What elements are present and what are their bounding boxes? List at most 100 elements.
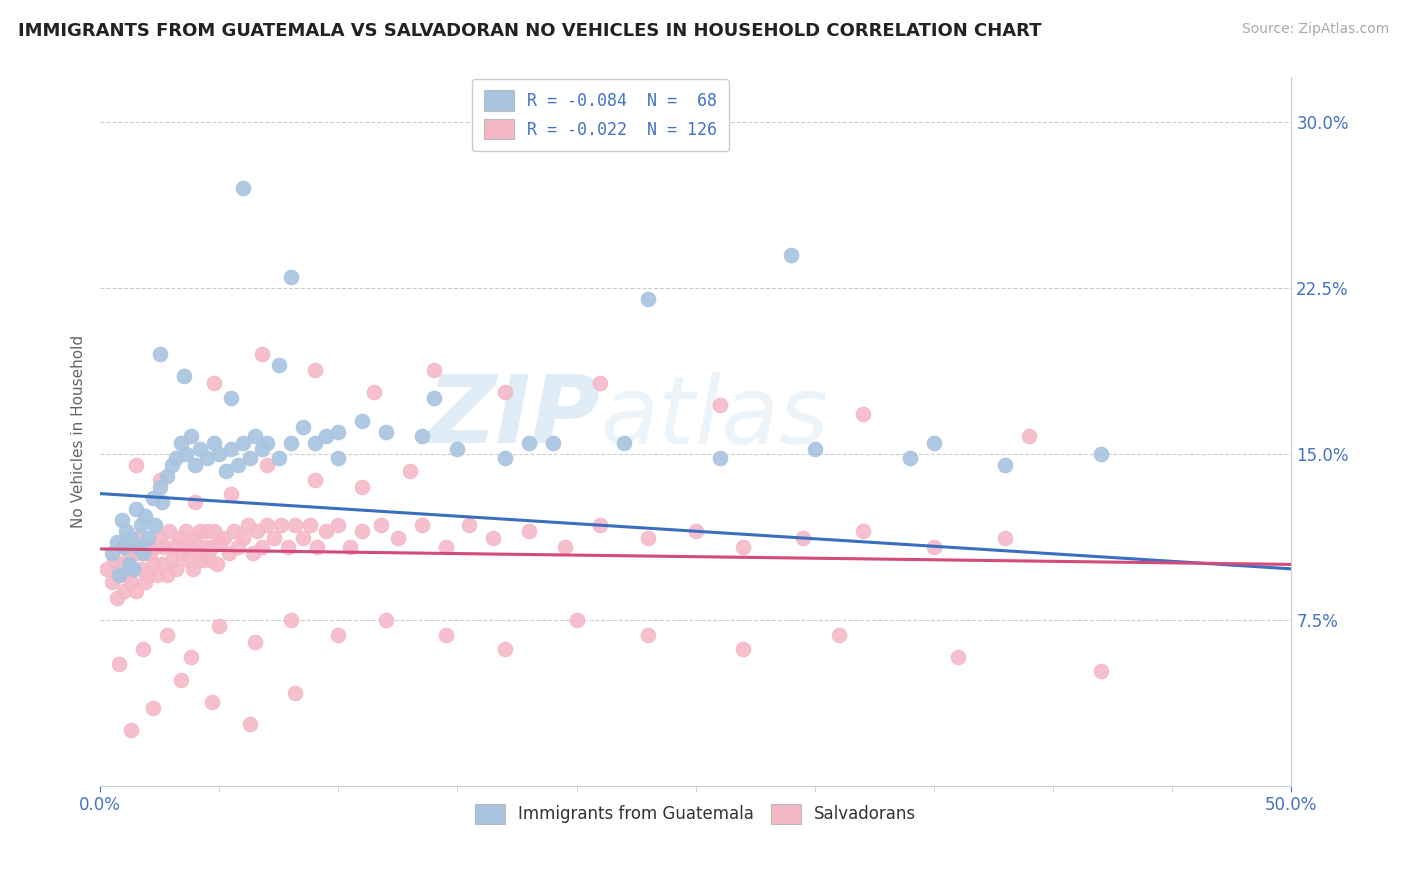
Point [120, 723, 142, 738]
Point [141, 558, 163, 572]
Point [149, 531, 172, 545]
Point [239, 716, 262, 731]
Point [218, 546, 240, 560]
Point [181, 562, 204, 576]
Point [804, 442, 827, 457]
Point [685, 524, 707, 539]
Point [125, 502, 148, 516]
Point [827, 628, 849, 642]
Point [208, 447, 231, 461]
Point [315, 524, 337, 539]
Point [149, 480, 172, 494]
Point [494, 641, 516, 656]
Point [204, 435, 226, 450]
Point [280, 435, 302, 450]
Point [122, 562, 145, 576]
Point [637, 292, 659, 306]
Point [112, 540, 135, 554]
Point [305, 540, 328, 554]
Point [125, 546, 148, 560]
Point [304, 362, 326, 376]
Point [184, 495, 207, 509]
Point [198, 553, 221, 567]
Point [434, 540, 457, 554]
Point [270, 517, 292, 532]
Point [589, 517, 612, 532]
Point [304, 473, 326, 487]
Point [291, 420, 314, 434]
Point [188, 524, 211, 539]
Point [149, 347, 172, 361]
Text: IMMIGRANTS FROM GUATEMALA VS SALVADORAN NO VEHICLES IN HOUSEHOLD CORRELATION CHA: IMMIGRANTS FROM GUATEMALA VS SALVADORAN … [18, 22, 1042, 40]
Point [434, 628, 457, 642]
Point [141, 701, 163, 715]
Point [219, 392, 242, 406]
Point [328, 425, 350, 439]
Point [150, 495, 173, 509]
Point [613, 435, 636, 450]
Point [243, 429, 266, 443]
Point [180, 429, 202, 443]
Point [291, 531, 314, 545]
Point [589, 376, 612, 390]
Point [129, 517, 152, 532]
Point [232, 181, 254, 195]
Point [256, 458, 278, 472]
Point [517, 524, 540, 539]
Point [110, 558, 132, 572]
Point [139, 546, 162, 560]
Point [105, 591, 128, 605]
Point [284, 686, 307, 700]
Point [132, 546, 155, 560]
Point [1090, 447, 1112, 461]
Point [994, 458, 1017, 472]
Point [637, 531, 659, 545]
Point [554, 540, 576, 554]
Point [239, 451, 262, 466]
Point [267, 451, 290, 466]
Point [250, 540, 273, 554]
Point [163, 540, 186, 554]
Point [328, 451, 350, 466]
Point [422, 392, 444, 406]
Point [115, 568, 138, 582]
Point [188, 442, 211, 457]
Point [156, 469, 179, 483]
Point [125, 584, 148, 599]
Point [375, 613, 398, 627]
Point [922, 540, 945, 554]
Point [243, 635, 266, 649]
Point [167, 531, 190, 545]
Point [208, 619, 231, 633]
Point [108, 568, 131, 582]
Point [136, 568, 159, 582]
Point [170, 435, 193, 450]
Point [105, 535, 128, 549]
Point [482, 531, 505, 545]
Point [157, 524, 180, 539]
Point [352, 480, 374, 494]
Point [280, 613, 302, 627]
Point [267, 358, 290, 372]
Point [352, 524, 374, 539]
Point [898, 451, 921, 466]
Point [187, 546, 209, 560]
Point [101, 575, 124, 590]
Point [398, 465, 420, 479]
Point [246, 524, 269, 539]
Point [1090, 664, 1112, 678]
Point [112, 584, 135, 599]
Point [136, 540, 159, 554]
Point [173, 540, 195, 554]
Text: ZIP: ZIP [427, 371, 600, 464]
Point [226, 458, 249, 472]
Point [143, 540, 166, 554]
Point [132, 546, 155, 560]
Point [194, 540, 217, 554]
Point [422, 362, 444, 376]
Point [851, 524, 873, 539]
Point [222, 524, 245, 539]
Point [120, 575, 142, 590]
Point [250, 442, 273, 457]
Point [1018, 429, 1040, 443]
